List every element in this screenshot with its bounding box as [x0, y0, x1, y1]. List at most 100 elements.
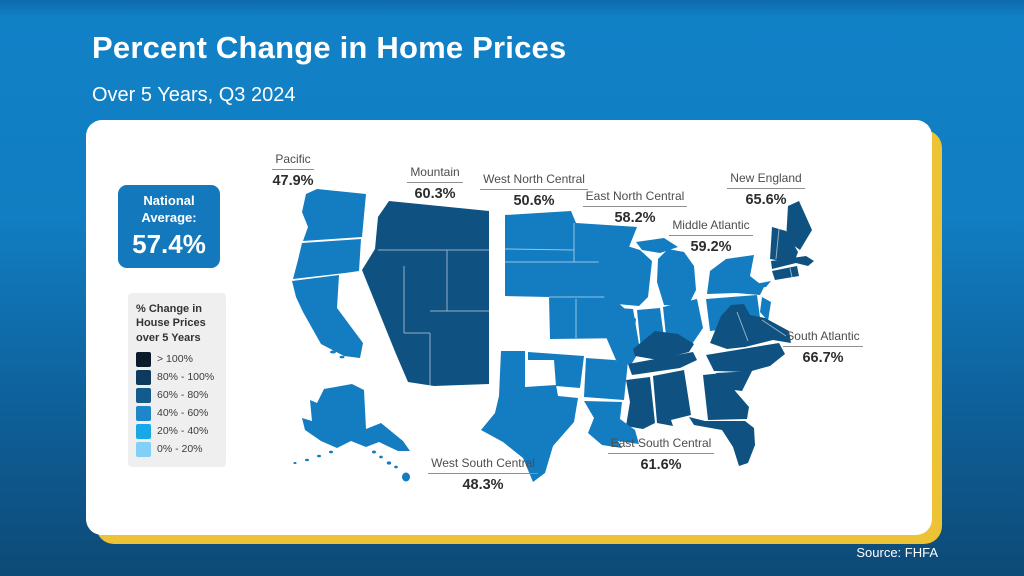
legend-label: 0% - 20% — [157, 443, 203, 456]
region-value: 60.3% — [414, 186, 456, 203]
region-mountain — [362, 201, 489, 386]
national-average-label: National Average: — [141, 193, 197, 225]
state-shape-alaska — [302, 384, 410, 451]
region-name: New England — [727, 171, 805, 190]
state-shape-louisiana — [584, 401, 639, 448]
region-name: Middle Atlantic — [669, 218, 753, 237]
page-title: Percent Change in Home Prices — [92, 30, 567, 65]
state-shape-georgia — [703, 373, 749, 420]
state-shape-arkansas — [584, 358, 628, 400]
state-shape-wv-va-md-de — [710, 304, 791, 349]
region-name: West South Central — [428, 456, 538, 475]
region-label-middle-atlantic: Middle Atlantic 59.2% — [636, 216, 786, 255]
state-shape-oregon — [293, 239, 361, 279]
region-label-pacific: Pacific 47.9% — [218, 150, 368, 189]
legend-row: 20% - 40% — [136, 423, 218, 439]
hawaii-island — [386, 461, 392, 465]
legend-swatch — [136, 369, 151, 385]
state-shape-maine — [786, 201, 812, 250]
state-shape-michigan-up — [636, 238, 678, 253]
state-shape-massachusetts — [771, 256, 814, 269]
legend-title: % Change in House Prices over 5 Years — [136, 303, 206, 344]
state-shape-wisconsin — [597, 242, 652, 306]
region-name: East North Central — [582, 189, 688, 208]
state-shape-new-jersey — [760, 297, 771, 321]
legend-label: > 100% — [157, 353, 193, 366]
legend-label: 80% - 100% — [157, 371, 215, 384]
state-borders — [775, 228, 780, 260]
hawaii-island — [394, 465, 398, 469]
legend: % Change in House Prices over 5 Years > … — [128, 293, 226, 467]
division-shape-mountain — [362, 201, 489, 386]
legend-swatch — [136, 351, 151, 367]
state-borders — [789, 267, 793, 278]
legend-row: 80% - 100% — [136, 369, 218, 385]
state-shape-kentucky — [633, 331, 694, 360]
aleutian-island — [329, 450, 333, 454]
state-borders — [378, 249, 489, 386]
state-shape-alabama — [653, 370, 691, 426]
state-shape-florida — [689, 417, 755, 466]
legend-label: 60% - 80% — [157, 389, 209, 402]
legend-swatch — [136, 423, 151, 439]
state-shape-oklahoma — [528, 352, 584, 388]
region-label-west-north-central: West North Central 50.6% — [459, 170, 609, 209]
hawaii-island — [379, 455, 383, 459]
region-label-west-south-central: West South Central 48.3% — [408, 454, 558, 493]
state-shape-illinois — [603, 307, 640, 365]
region-new-england — [770, 201, 814, 280]
region-label-mountain: Mountain 60.3% — [360, 163, 510, 202]
state-shape-mississippi — [626, 377, 655, 429]
region-west-north-central — [504, 211, 637, 339]
region-name: Pacific — [272, 152, 314, 171]
region-value: 58.2% — [614, 210, 656, 227]
region-value: 61.6% — [640, 457, 682, 474]
state-shape-texas — [481, 351, 578, 482]
state-borders — [504, 223, 612, 338]
region-value: 50.6% — [513, 193, 555, 210]
hawaii-island — [372, 450, 376, 454]
hawaii-island — [402, 472, 410, 482]
legend-swatch — [136, 387, 151, 403]
legend-row: > 100% — [136, 351, 218, 367]
national-average-value: 57.4% — [132, 228, 206, 259]
region-value: 47.9% — [272, 173, 314, 190]
national-average-box: National Average: 57.4% — [118, 185, 220, 268]
region-east-south-central — [626, 331, 697, 429]
channel-islands — [339, 355, 345, 359]
region-name: South Atlantic — [783, 329, 863, 348]
region-value: 48.3% — [462, 477, 504, 494]
channel-islands — [330, 350, 336, 354]
region-name: West North Central — [480, 172, 588, 191]
aleutian-island — [293, 462, 297, 464]
state-borders — [736, 311, 787, 342]
legend-row: 60% - 80% — [136, 387, 218, 403]
aleutian-island — [305, 458, 309, 462]
aleutian-island — [317, 454, 321, 458]
region-value: 66.7% — [802, 350, 844, 367]
legend-label: 40% - 60% — [157, 407, 209, 420]
region-value: 65.6% — [745, 192, 787, 209]
state-shape-ct-ri — [772, 266, 799, 280]
region-label-east-north-central: East North Central 58.2% — [560, 187, 710, 226]
region-label-east-south-central: East South Central 61.6% — [586, 434, 736, 473]
region-value: 59.2% — [690, 239, 732, 256]
region-label-new-england: New England 65.6% — [691, 169, 841, 208]
legend-row: 0% - 20% — [136, 441, 218, 457]
legend-swatch — [136, 405, 151, 421]
division-shape-west-north-central — [505, 211, 637, 339]
source-note: Source: FHFA — [856, 545, 938, 560]
legend-label: 20% - 40% — [157, 425, 209, 438]
legend-swatch — [136, 441, 151, 457]
state-shape-north-carolina — [706, 343, 785, 372]
region-label-south-atlantic: South Atlantic 66.7% — [748, 327, 898, 366]
state-shape-california — [292, 275, 363, 358]
region-name: East South Central — [607, 436, 715, 455]
region-south-atlantic — [689, 304, 791, 466]
long-island — [754, 281, 771, 288]
state-shape-tennessee — [628, 352, 697, 375]
region-west-south-central — [481, 351, 639, 482]
region-pacific — [292, 189, 410, 482]
